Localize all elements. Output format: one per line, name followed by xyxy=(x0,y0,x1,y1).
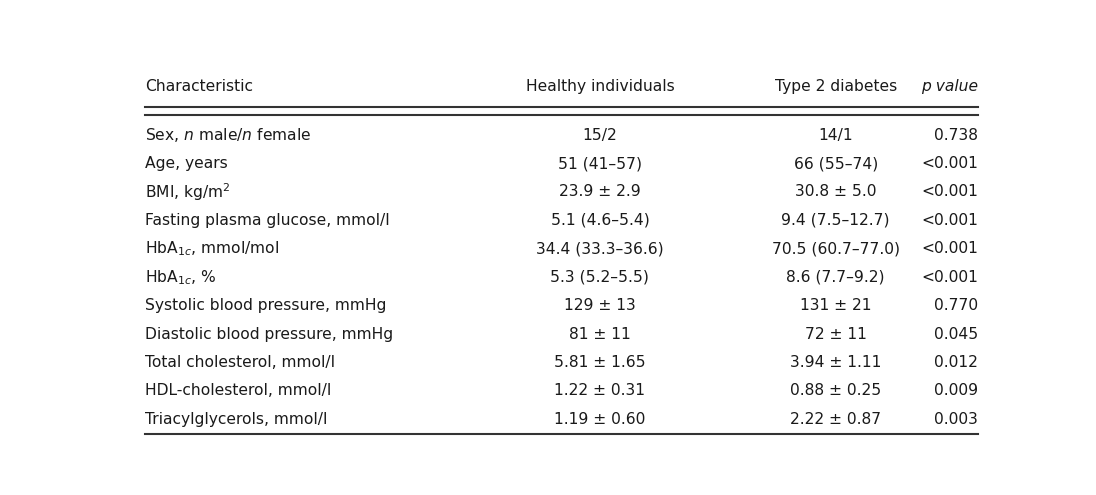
Text: p value: p value xyxy=(921,79,978,94)
Text: 9.4 (7.5–12.7): 9.4 (7.5–12.7) xyxy=(781,213,890,228)
Text: <0.001: <0.001 xyxy=(921,270,978,285)
Text: 5.1 (4.6–5.4): 5.1 (4.6–5.4) xyxy=(550,213,649,228)
Text: Sex, $\mathit{n}$ male/$\mathit{n}$ female: Sex, $\mathit{n}$ male/$\mathit{n}$ fema… xyxy=(146,126,311,144)
Text: <0.001: <0.001 xyxy=(921,185,978,199)
Text: 0.003: 0.003 xyxy=(934,412,978,427)
Text: BMI, kg/m$^{2}$: BMI, kg/m$^{2}$ xyxy=(146,181,231,203)
Text: 0.009: 0.009 xyxy=(934,383,978,398)
Text: 34.4 (33.3–36.6): 34.4 (33.3–36.6) xyxy=(536,241,664,256)
Text: 0.770: 0.770 xyxy=(934,298,978,313)
Text: 0.738: 0.738 xyxy=(934,128,978,143)
Text: 1.19 ± 0.60: 1.19 ± 0.60 xyxy=(555,412,646,427)
Text: 131 ± 21: 131 ± 21 xyxy=(800,298,871,313)
Text: Fasting plasma glucose, mmol/l: Fasting plasma glucose, mmol/l xyxy=(146,213,390,228)
Text: Healthy individuals: Healthy individuals xyxy=(526,79,674,94)
Text: 0.012: 0.012 xyxy=(934,355,978,370)
Text: 0.045: 0.045 xyxy=(934,327,978,342)
Text: 23.9 ± 2.9: 23.9 ± 2.9 xyxy=(559,185,641,199)
Text: 5.81 ± 1.65: 5.81 ± 1.65 xyxy=(555,355,646,370)
Text: 51 (41–57): 51 (41–57) xyxy=(558,156,642,171)
Text: <0.001: <0.001 xyxy=(921,241,978,256)
Text: 30.8 ± 5.0: 30.8 ± 5.0 xyxy=(795,185,877,199)
Text: 2.22 ± 0.87: 2.22 ± 0.87 xyxy=(790,412,881,427)
Text: 5.3 (5.2–5.5): 5.3 (5.2–5.5) xyxy=(550,270,649,285)
Text: 15/2: 15/2 xyxy=(583,128,617,143)
Text: Diastolic blood pressure, mmHg: Diastolic blood pressure, mmHg xyxy=(146,327,393,342)
Text: HDL-cholesterol, mmol/l: HDL-cholesterol, mmol/l xyxy=(146,383,332,398)
Text: 0.88 ± 0.25: 0.88 ± 0.25 xyxy=(790,383,881,398)
Text: 1.22 ± 0.31: 1.22 ± 0.31 xyxy=(555,383,646,398)
Text: 3.94 ± 1.11: 3.94 ± 1.11 xyxy=(790,355,881,370)
Text: Characteristic: Characteristic xyxy=(146,79,253,94)
Text: HbA$_{1c}$, %: HbA$_{1c}$, % xyxy=(146,268,217,287)
Text: Age, years: Age, years xyxy=(146,156,228,171)
Text: <0.001: <0.001 xyxy=(921,156,978,171)
Text: 14/1: 14/1 xyxy=(819,128,853,143)
Text: 72 ± 11: 72 ± 11 xyxy=(804,327,867,342)
Text: HbA$_{1c}$, mmol/mol: HbA$_{1c}$, mmol/mol xyxy=(146,240,279,258)
Text: Type 2 diabetes: Type 2 diabetes xyxy=(775,79,897,94)
Text: 81 ± 11: 81 ± 11 xyxy=(569,327,631,342)
Text: 129 ± 13: 129 ± 13 xyxy=(564,298,636,313)
Text: 8.6 (7.7–9.2): 8.6 (7.7–9.2) xyxy=(787,270,884,285)
Text: <0.001: <0.001 xyxy=(921,213,978,228)
Text: 66 (55–74): 66 (55–74) xyxy=(794,156,878,171)
Text: Total cholesterol, mmol/l: Total cholesterol, mmol/l xyxy=(146,355,335,370)
Text: 70.5 (60.7–77.0): 70.5 (60.7–77.0) xyxy=(772,241,900,256)
Text: Systolic blood pressure, mmHg: Systolic blood pressure, mmHg xyxy=(146,298,387,313)
Text: Triacylglycerols, mmol/l: Triacylglycerols, mmol/l xyxy=(146,412,328,427)
